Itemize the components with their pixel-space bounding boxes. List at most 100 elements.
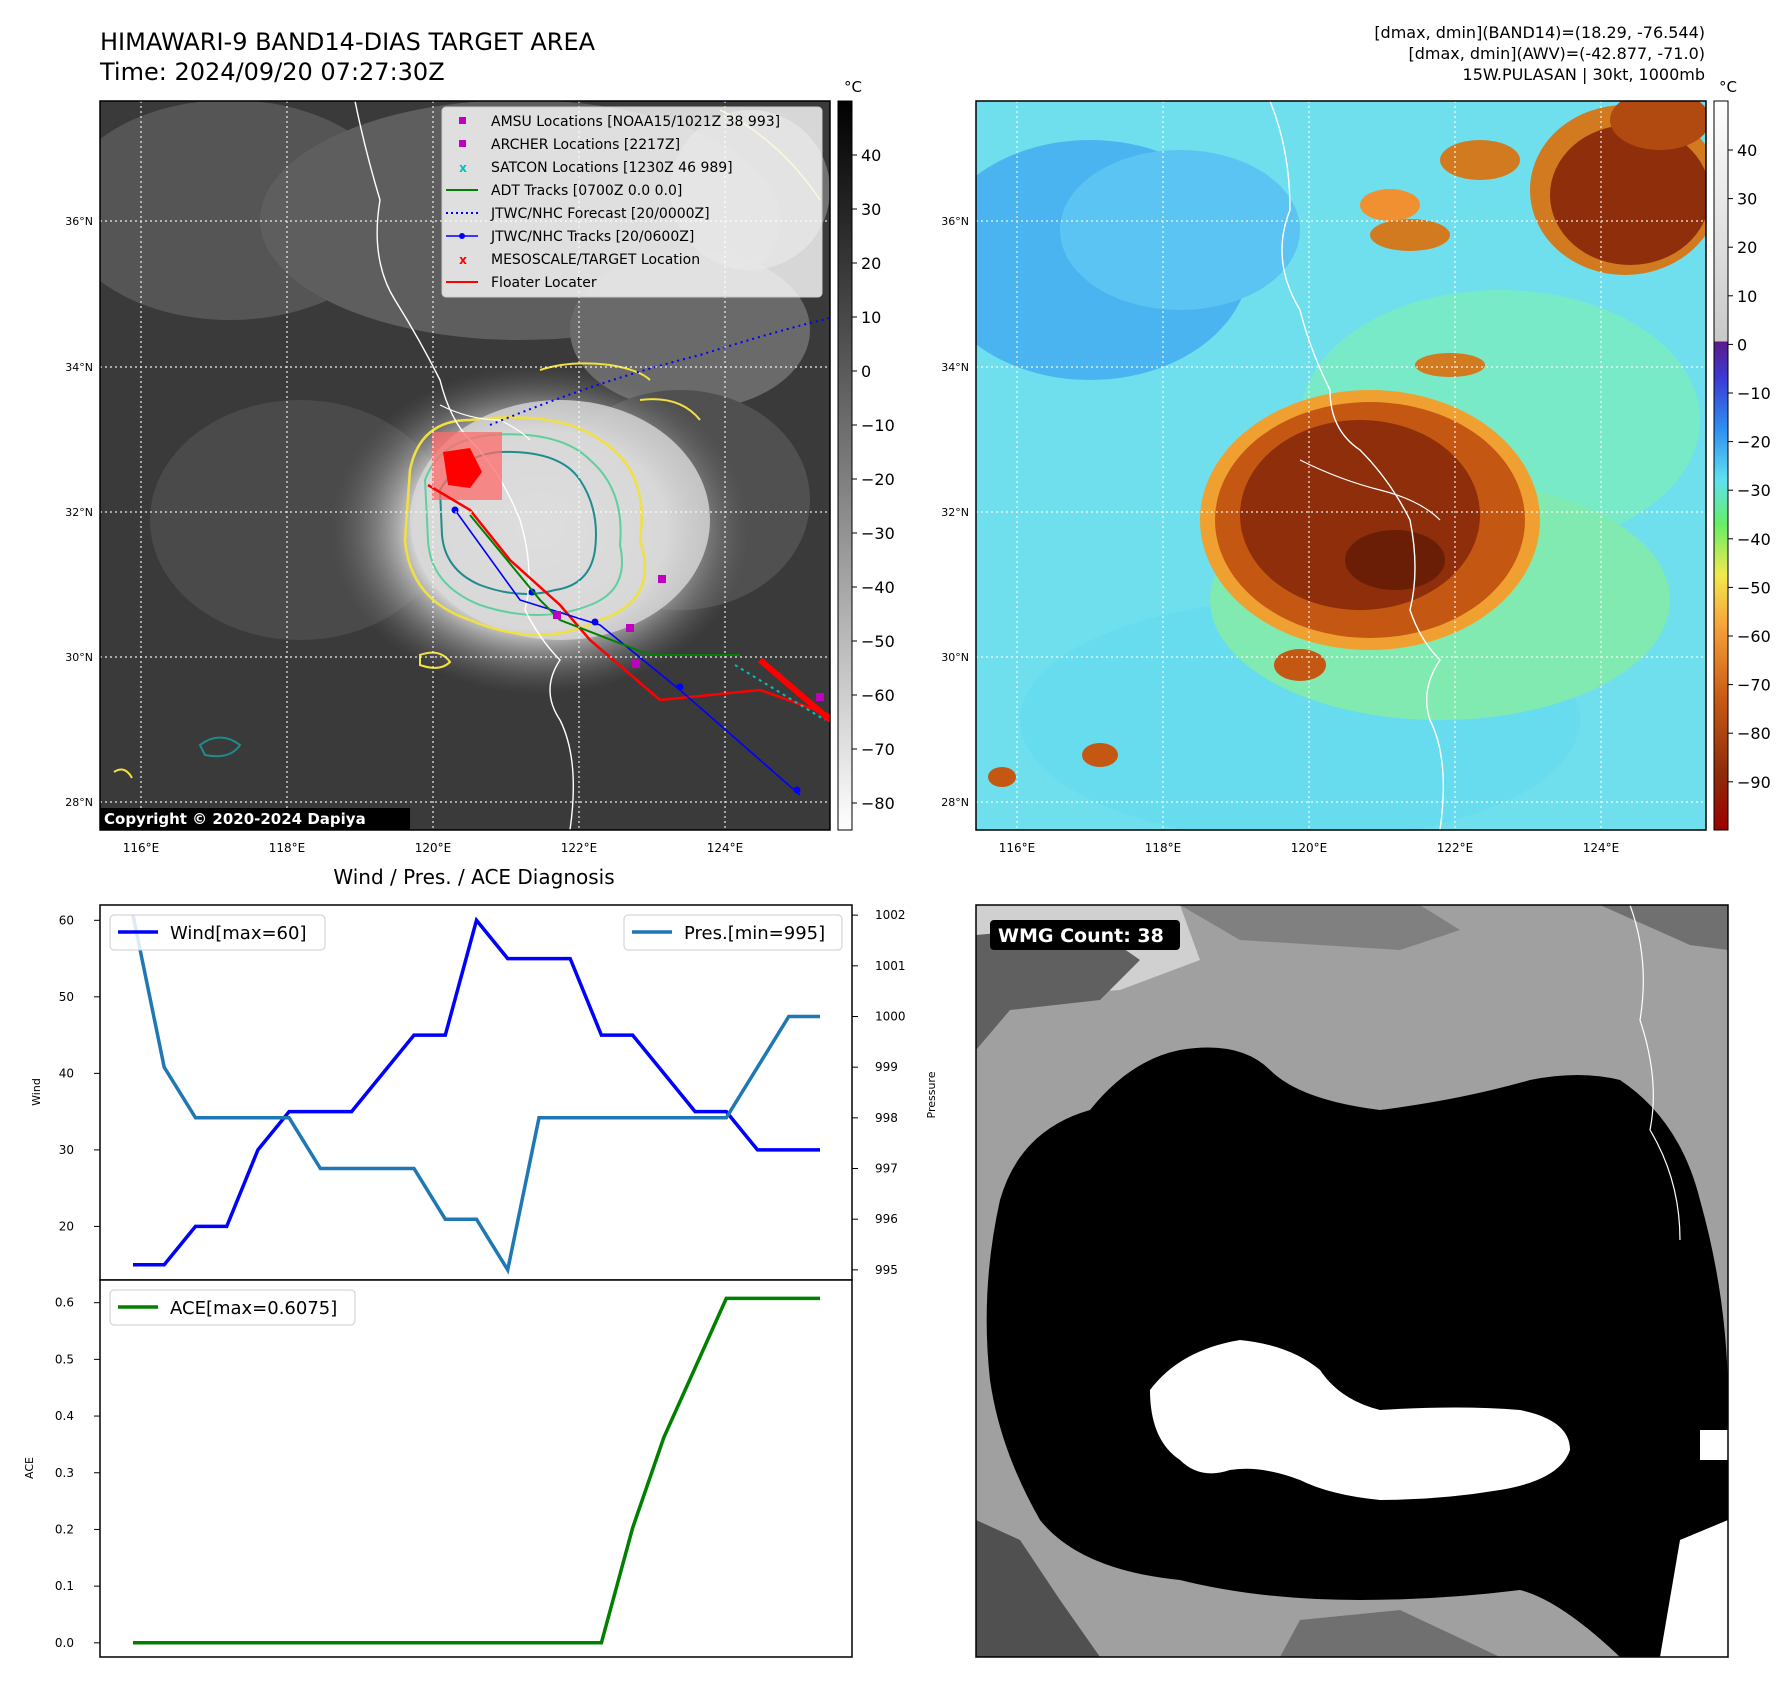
legend-tracks: JTWC/NHC Tracks [20/0600Z] [490,229,694,245]
diagnosis-title: Wind / Pres. / ACE Diagnosis [333,865,614,889]
color-colorbar-ticks: 40 30 20 10 0 −10 −20 −30 −40 −50 −60 −70 −80 −90 [1728,141,1771,792]
lat-tick-label: 36°N [941,215,969,228]
amsu-marker [459,117,466,124]
map2-lat-labels: 36°N 34°N 32°N 30°N 28°N [941,215,969,809]
legend-satcon: SATCON Locations [1230Z 46 989] [491,160,733,176]
lat-tick-label: 34°N [65,361,93,374]
map-legend: AMSU Locations [NOAA15/1021Z 38 993] ARC… [441,106,823,298]
colorbar-tick-label: −50 [861,632,895,651]
main-time: Time: 2024/09/20 07:27:30Z [99,58,445,86]
pressure-axis-ticks: 995 996 997 998 999 1000 1001 1002 [852,908,906,1277]
legend-archer: ARCHER Locations [2217Z] [491,137,680,153]
color-colorbar-unit: °C [1719,78,1737,96]
wind-pressure-chart: 20 30 40 50 60 995 996 997 998 999 1000 1001 1002 W… [30,904,938,1281]
lon-tick-label: 116°E [123,841,160,855]
ace-axis-ticks: 0.0 0.1 0.2 0.3 0.4 0.5 0.6 [55,1296,100,1650]
pressure-tick-label: 999 [875,1060,898,1074]
wmg-panel: WMG Count: 38 [975,904,1729,1658]
wind-axis-label: Wind [30,1078,43,1106]
colorbar-tick-label: −20 [861,470,895,489]
lon-tick-label: 120°E [415,841,452,855]
colorbar-tick-label: −10 [861,416,895,435]
lat-tick-label: 34°N [941,361,969,374]
lat-tick-label: 32°N [941,506,969,519]
colorbar-tick-label: 0 [861,362,871,381]
colorbar-tick-label: −70 [861,740,895,759]
ace-tick-label: 0.2 [55,1522,74,1536]
lon-tick-label: 122°E [561,841,598,855]
copyright: Copyright © 2020-2024 Dapiya [104,810,366,828]
pressure-tick-label: 998 [875,1111,898,1125]
legend-wind: Wind[max=60] [170,923,307,944]
gray-colorbar-unit: °C [844,78,862,96]
wind-tick-label: 30 [59,1143,74,1157]
pressure-tick-label: 1001 [875,959,906,973]
lat-tick-label: 32°N [65,506,93,519]
colorbar-tick-label: 40 [861,146,881,165]
ace-tick-label: 0.5 [55,1352,74,1366]
ace-tick-label: 0.4 [55,1409,74,1423]
lat-tick-label: 28°N [65,796,93,809]
tracks-dot [459,233,465,239]
pressure-axis-label: Pressure [925,1071,938,1118]
info-line-3: 15W.PULASAN | 30kt, 1000mb [1463,65,1705,84]
info-line-2: [dmax, dmin](AWV)=(-42.877, -71.0) [1408,44,1705,63]
ir-grayscale-map: AMSU Locations [NOAA15/1021Z 38 993] ARC… [65,100,831,855]
colorbar-tick-label: 30 [861,200,881,219]
pressure-legend: Pres.[min=995] [623,914,843,951]
wind-tick-label: 60 [59,913,74,927]
wind-axis-ticks: 20 30 40 50 60 [59,913,100,1233]
wind-tick-label: 50 [59,990,74,1004]
wind-series-line [133,916,820,1267]
colorbar-tick-label: −70 [1737,676,1771,695]
colorbar-tick-label: −60 [1737,627,1771,646]
lon-tick-label: 124°E [1583,841,1620,855]
color-colorbar: °C 40 30 20 10 0 −10 −20 −30 −40 −50 −60 −70 −80 −90 [1713,78,1771,831]
gray-colorbar: °C 40 30 20 10 0 −10 −20 −30 −40 −50 −60 −70 −80 [837,78,895,831]
ace-tick-label: 0.0 [55,1636,74,1650]
colorbar-tick-label: −40 [1737,530,1771,549]
gray-colorbar-ticks: 40 30 20 10 0 −10 −20 −30 −40 −50 −60 −70 −80 [852,146,895,813]
legend-floater: Floater Locater [491,275,597,291]
legend-pressure: Pres.[min=995] [684,923,825,944]
pressure-tick-label: 1000 [875,1009,906,1023]
lat-tick-label: 28°N [941,796,969,809]
ace-chart: 0.0 0.1 0.2 0.3 0.4 0.5 0.6 ACE ACE[max=0.6075… [23,1279,853,1658]
map1-lat-labels: 36°N 34°N 32°N 30°N 28°N [65,215,93,809]
colorbar-tick-label: −30 [1737,481,1771,500]
wind-tick-label: 40 [59,1066,74,1080]
ir-color-map: 116°E 118°E 120°E 122°E 124°E 36°N 34°N … [941,100,1707,855]
lon-tick-label: 116°E [999,841,1036,855]
colorbar-tick-label: 20 [861,254,881,273]
lon-tick-label: 118°E [269,841,306,855]
wmg-count-label: WMG Count: 38 [998,925,1164,947]
colorbar-tick-label: −10 [1737,384,1771,403]
ace-tick-label: 0.6 [55,1296,74,1310]
archer-marker [459,140,466,147]
pressure-tick-label: 997 [875,1162,898,1176]
colorbar-tick-label: 0 [1737,335,1747,354]
ace-tick-label: 0.3 [55,1466,74,1480]
colorbar-tick-label: 10 [861,308,881,327]
colorbar-tick-label: −30 [861,524,895,543]
legend-target: MESOSCALE/TARGET Location [491,252,700,268]
satcon-marker: x [459,161,467,175]
colorbar-tick-label: −20 [1737,433,1771,452]
ace-series-line [133,1296,820,1645]
colorbar-tick-label: −40 [861,578,895,597]
legend-adt: ADT Tracks [0700Z 0.0 0.0] [491,183,682,199]
pressure-series-line [131,914,820,1275]
main-title: HIMAWARI-9 BAND14-DIAS TARGET AREA [100,28,596,56]
colorbar-tick-label: −60 [861,686,895,705]
colorbar-tick-label: −50 [1737,578,1771,597]
ace-tick-label: 0.1 [55,1579,74,1593]
colorbar-tick-label: 40 [1737,141,1757,160]
map2-lon-labels: 116°E 118°E 120°E 122°E 124°E [999,841,1620,855]
lon-tick-label: 118°E [1145,841,1182,855]
lon-tick-label: 120°E [1291,841,1328,855]
colorbar-tick-label: 20 [1737,238,1757,257]
wind-legend: Wind[max=60] [109,914,326,951]
lon-tick-label: 124°E [707,841,744,855]
ace-legend: ACE[max=0.6075] [109,1289,356,1326]
lat-tick-label: 30°N [941,651,969,664]
